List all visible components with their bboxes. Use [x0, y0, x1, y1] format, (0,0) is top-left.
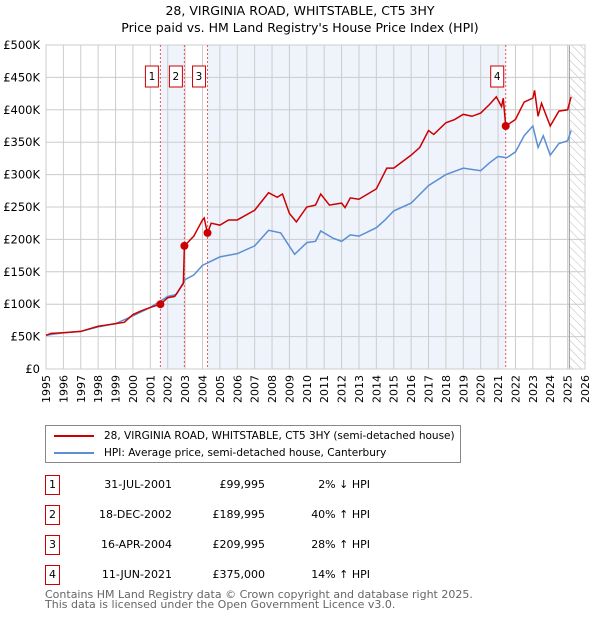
x-tick-label: 2000	[127, 375, 140, 403]
sale-price: £375,000	[212, 568, 266, 581]
sale-marker-box	[144, 65, 159, 88]
y-tick-label: £200K	[3, 232, 40, 246]
price-chart: 1995 1996 1997 1998 1999 2000 2001 2002 2003 2004…	[3, 38, 592, 403]
sale-marker-label: 1	[149, 71, 156, 83]
y-tick-label: £450K	[3, 70, 40, 84]
sale-date: 31-JUL-2001	[104, 478, 172, 491]
footer: Contains HM Land Registry data © Crown c…	[45, 588, 473, 611]
sale-price: £209,995	[212, 538, 266, 551]
x-tick-label: 2017	[423, 375, 436, 403]
y-tick-label: £150K	[3, 265, 40, 279]
x-tick-label: 1996	[57, 375, 70, 403]
x-tick-label: 1997	[75, 375, 88, 403]
x-tick-label: 2011	[318, 375, 331, 403]
sale-point	[156, 300, 165, 309]
hpi-comparison: 2% ↓ HPI	[318, 478, 370, 491]
sale-marker-box	[192, 65, 207, 88]
x-tick-label: 2019	[457, 375, 470, 403]
sale-marker-badge: 4	[45, 565, 60, 585]
sale-marker-badge: 2	[45, 505, 60, 525]
chart-title: 28, VIRGINIA ROAD, WHITSTABLE, CT5 3HY	[165, 3, 435, 18]
legend-label: 28, VIRGINIA ROAD, WHITSTABLE, CT5 3HY (…	[104, 430, 455, 442]
property-price-line	[45, 90, 572, 337]
y-tick-label: £100K	[3, 297, 40, 311]
transaction-row: 4 11-JUN-2021 £375,000 14% ↑ HPI	[45, 565, 465, 585]
x-tick-label: 2012	[336, 375, 349, 403]
legend-item-property: 28, VIRGINIA ROAD, WHITSTABLE, CT5 3HY (…	[54, 428, 455, 444]
y-tick-label: £50K	[11, 330, 41, 344]
sale-marker-label: 3	[196, 71, 203, 83]
y-tick-label: £350K	[3, 135, 40, 149]
y-tick-label: £400K	[3, 103, 40, 117]
x-tick-label: 2010	[301, 375, 314, 403]
footer-line: This data is licensed under the Open Gov…	[45, 598, 396, 611]
sale-date: 18-DEC-2002	[98, 508, 172, 521]
footer-line: Contains HM Land Registry data © Crown c…	[45, 588, 473, 601]
x-tick-label: 2025	[562, 375, 575, 403]
x-tick-label: 2002	[162, 375, 175, 403]
x-tick-label: 1995	[40, 375, 53, 403]
sale-price: £189,995	[212, 508, 266, 521]
legend-label: HPI: Average price, semi-detached house,…	[104, 447, 387, 459]
x-tick-label: 2009	[283, 375, 296, 403]
chart-subtitle: Price paid vs. HM Land Registry's House …	[121, 20, 479, 35]
sale-marker-label: 4	[494, 71, 501, 83]
x-tick-label: 2022	[509, 375, 522, 403]
x-tick-label: 2015	[388, 375, 401, 403]
transaction-row: 3 16-APR-2004 £209,995 28% ↑ HPI	[45, 535, 465, 555]
sale-marker-badge: 3	[45, 535, 60, 555]
sale-marker-badge: 1	[45, 475, 60, 495]
x-tick-label: 2013	[353, 375, 366, 403]
hpi-comparison: 14% ↑ HPI	[311, 568, 370, 581]
legend-swatch	[54, 435, 94, 437]
sale-marker-box	[168, 65, 183, 88]
x-tick-label: 2020	[475, 375, 488, 403]
sale-point	[501, 122, 510, 130]
hpi-comparison: 28% ↑ HPI	[311, 538, 370, 551]
y-tick-label: £500K	[3, 38, 40, 52]
y-tick-label: £300K	[3, 168, 40, 182]
x-tick-label: 2006	[231, 375, 244, 403]
hpi-line	[45, 124, 572, 337]
x-tick-label: 2024	[544, 375, 557, 403]
sale-point	[180, 241, 189, 250]
legend-item-hpi: HPI: Average price, semi-detached house,…	[54, 445, 386, 461]
transaction-row: 1 31-JUL-2001 £99,995 2% ↓ HPI	[45, 475, 465, 495]
x-tick-label: 2001	[144, 375, 157, 403]
transaction-row: 2 18-DEC-2002 £189,995 40% ↑ HPI	[45, 505, 465, 525]
legend: 28, VIRGINIA ROAD, WHITSTABLE, CT5 3HY (…	[45, 425, 461, 463]
sale-marker-box	[490, 65, 505, 88]
hpi-comparison: 40% ↑ HPI	[311, 508, 370, 521]
legend-swatch	[54, 452, 94, 454]
sale-point	[203, 228, 212, 237]
x-tick-label: 2023	[527, 375, 540, 403]
x-tick-label: 2005	[214, 375, 227, 403]
plot-border	[45, 44, 586, 370]
x-tick-label: 2004	[196, 375, 209, 403]
sale-date: 16-APR-2004	[100, 538, 172, 551]
x-tick-label: 2026	[579, 375, 592, 403]
x-tick-label: 2003	[179, 375, 192, 403]
sale-date: 11-JUN-2021	[101, 568, 172, 581]
sale-marker-label: 2	[173, 71, 180, 83]
x-tick-label: 2007	[249, 375, 262, 403]
x-tick-label: 2016	[405, 375, 418, 403]
sale-price: £99,995	[219, 478, 266, 491]
x-tick-label: 2014	[370, 375, 383, 403]
y-tick-label: £0	[25, 362, 40, 376]
y-tick-label: £250K	[3, 200, 40, 214]
x-tick-label: 2021	[492, 375, 505, 403]
x-tick-label: 1998	[92, 375, 105, 403]
x-tick-label: 2018	[440, 375, 453, 403]
x-tick-label: 2008	[266, 375, 279, 403]
x-tick-label: 1999	[110, 375, 123, 403]
